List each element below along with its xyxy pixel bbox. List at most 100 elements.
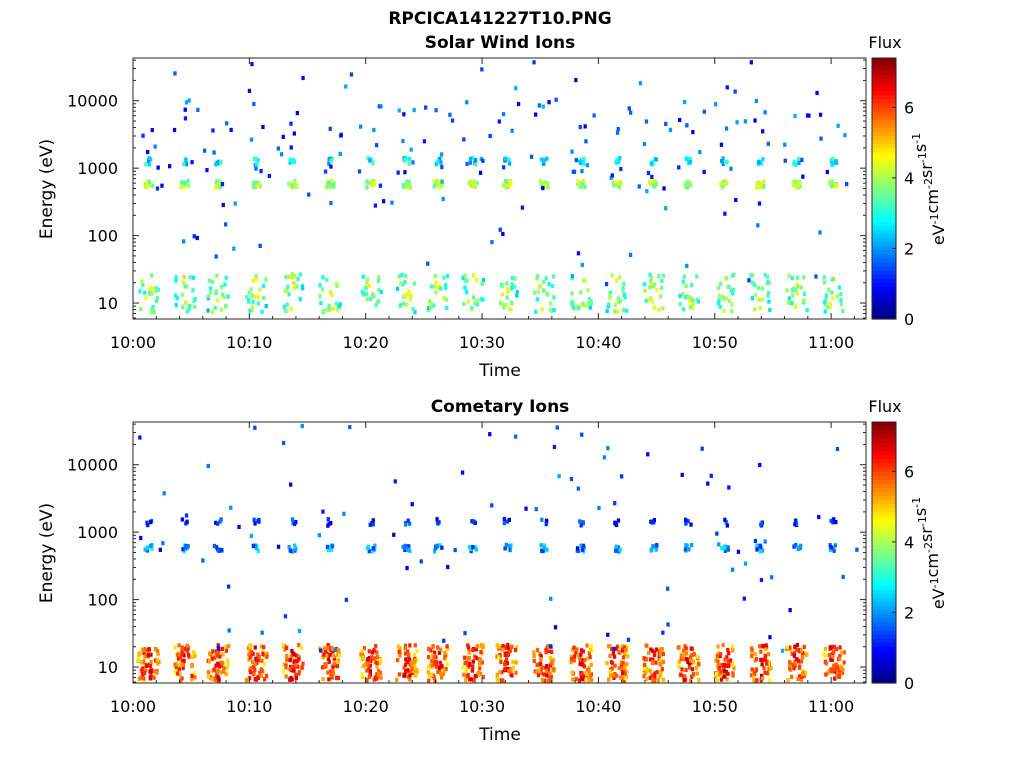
heatmap-cell (653, 674, 657, 679)
heatmap-cell (376, 278, 381, 284)
heatmap-noise-cell (155, 186, 160, 191)
colorbar-segment (872, 556, 896, 562)
heatmap-cell (720, 158, 724, 164)
heatmap-cell (642, 656, 646, 661)
heatmap-cell (219, 670, 223, 675)
heatmap-cell (480, 660, 484, 665)
unit-base: cm (923, 553, 942, 577)
heatmap-cell (438, 660, 442, 665)
heatmap-cell (142, 670, 147, 675)
heatmap-noise-cell (426, 261, 430, 266)
colorbar-segment (872, 155, 896, 161)
heatmap-noise-cell (488, 133, 492, 139)
heatmap-cell (501, 647, 505, 652)
heatmap-cell (723, 548, 727, 553)
heatmap-cell (756, 180, 761, 185)
heatmap-cell (143, 654, 147, 659)
heatmap-cell (690, 282, 694, 288)
heatmap-cell (215, 547, 220, 552)
heatmap-cell (407, 161, 411, 166)
heatmap-cell (659, 657, 663, 663)
heatmap-cell (642, 282, 646, 287)
heatmap-cell (570, 302, 574, 307)
heatmap-cell (654, 157, 658, 162)
heatmap-noise-cell (574, 158, 578, 163)
heatmap-cell (375, 661, 379, 666)
heatmap-cell (193, 654, 197, 659)
heatmap-noise-cell (715, 531, 719, 536)
heatmap-noise-cell (317, 533, 321, 538)
heatmap-cell (763, 670, 767, 675)
heatmap-cell (362, 663, 367, 668)
heatmap-cell (403, 158, 407, 163)
heatmap-cell (337, 650, 341, 655)
heatmap-cell (754, 667, 759, 672)
heatmap-cell (396, 658, 400, 663)
colorbar-segment (872, 257, 896, 263)
x-axis-cometary: 10:00 10:10 10:20 10:30 10:40 10:50 11:00 (110, 422, 855, 716)
heatmap-cell (649, 296, 653, 301)
heatmap-noise-cell (534, 507, 538, 512)
heatmap-cell (626, 654, 630, 659)
heatmap-cell (471, 519, 475, 524)
heatmap-noise-cell (319, 648, 323, 653)
heatmap-cell (750, 651, 755, 656)
heatmap-noise-cell (480, 67, 484, 72)
y-tick-label: 10000 (67, 456, 118, 475)
heatmap-cell (401, 182, 405, 188)
heatmap-cell (441, 668, 446, 673)
heatmap-cell (407, 289, 411, 294)
heatmap-noise-cell (201, 558, 205, 563)
heatmap-noise-cell (814, 274, 818, 279)
colorbar-segment (872, 462, 896, 468)
colorbar-segment (872, 605, 896, 611)
heatmap-cell (290, 648, 294, 654)
heatmap-cell (405, 183, 409, 188)
heatmap-cell (408, 677, 412, 682)
heatmap-cell (618, 298, 622, 304)
heatmap-noise-cell (733, 89, 737, 94)
heatmap-cell (406, 668, 410, 673)
heatmap-cell (835, 673, 839, 678)
heatmap-cell (328, 126, 332, 131)
heatmap-noise-cell (450, 118, 455, 123)
heatmap-noise-cell (488, 432, 492, 437)
heatmap-cell (549, 301, 553, 306)
y-tick-label: 1000 (77, 523, 118, 542)
heatmap-cell (279, 152, 284, 157)
heatmap-cell (625, 669, 629, 674)
heatmap-solar-wind (138, 60, 849, 315)
heatmap-cell (143, 181, 148, 186)
heatmap-cell (507, 668, 511, 673)
colorbar-segment (872, 564, 896, 570)
heatmap-cell (537, 103, 541, 108)
heatmap-cell (587, 651, 591, 656)
heatmap-cell (430, 658, 434, 663)
heatmap-noise-cell (419, 559, 423, 564)
heatmap-noise-cell (162, 491, 166, 496)
heatmap-cell (501, 678, 505, 683)
heatmap-cell (619, 660, 623, 665)
heatmap-cell (209, 290, 213, 295)
heatmap-cell (332, 656, 337, 661)
heatmap-noise-cell (440, 179, 444, 184)
colorbar-segment (872, 613, 896, 619)
heatmap-cell (481, 297, 485, 302)
heatmap-cell (474, 162, 478, 167)
heatmap-cell (360, 648, 364, 654)
heatmap-cell (172, 127, 177, 133)
heatmap-cell (796, 545, 800, 550)
heatmap-cell (471, 156, 475, 161)
heatmap-cell (617, 665, 621, 671)
heatmap-cell (500, 283, 505, 288)
heatmap-cell (724, 179, 728, 184)
heatmap-cell (588, 648, 593, 653)
heatmap-noise-cell (753, 538, 758, 544)
heatmap-cell (551, 274, 556, 279)
heatmap-cell (550, 284, 555, 289)
heatmap-cell (289, 306, 293, 312)
colorbar-segment (872, 70, 896, 75)
heatmap-cell (461, 275, 465, 280)
colorbar-segment (872, 597, 896, 603)
